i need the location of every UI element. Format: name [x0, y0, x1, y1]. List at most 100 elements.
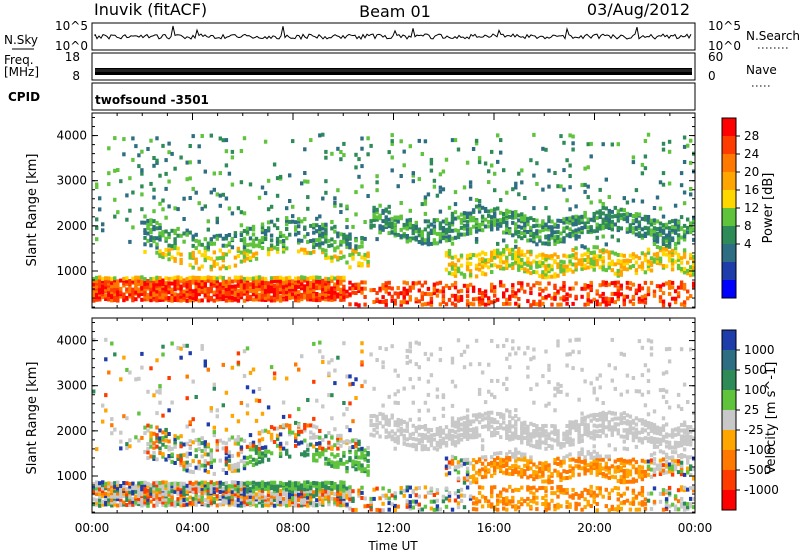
rti-cell: [655, 259, 660, 263]
rti-cell: [233, 438, 238, 443]
rti-cell: [275, 278, 280, 283]
rti-cell: [266, 228, 271, 233]
rti-cell: [625, 214, 630, 219]
rti-cell: [173, 246, 177, 251]
rti-cell: [330, 452, 334, 457]
rti-cell: [357, 488, 361, 493]
rti-cell: [574, 281, 578, 286]
rti-cell: [348, 491, 352, 496]
rti-cell: [643, 270, 648, 275]
rti-cell: [547, 254, 551, 259]
rti-cell: [173, 489, 177, 494]
rti-cell: [95, 225, 99, 230]
rti-cell: [640, 297, 645, 302]
rti-cell: [532, 470, 536, 474]
rti-cell: [285, 500, 289, 504]
rti-cell: [565, 216, 569, 221]
rti-cell: [131, 136, 135, 141]
rti-cell: [544, 264, 548, 269]
rti-cell: [610, 299, 614, 304]
rti-cell: [586, 294, 590, 299]
rti-cell: [432, 493, 437, 497]
rti-cell: [517, 213, 521, 218]
rti-cell: [517, 265, 521, 270]
rti-cell: [152, 491, 156, 496]
rti-cell: [426, 428, 431, 433]
rti-cell: [493, 263, 497, 268]
rti-cell: [547, 168, 551, 173]
rti-cell: [634, 288, 639, 293]
rti-cell: [155, 480, 159, 485]
rti-cell: [408, 238, 412, 243]
rti-cell: [242, 211, 247, 216]
rti-cell: [342, 488, 346, 493]
rti-cell: [462, 223, 467, 228]
rti-cell: [384, 289, 388, 294]
rti-cell: [646, 132, 651, 137]
rti-cell: [592, 255, 596, 260]
rti-cell: [610, 142, 614, 147]
rti-cell: [239, 445, 244, 450]
rti-cell: [658, 295, 663, 300]
rti-cell: [257, 446, 262, 451]
rti-cell: [179, 355, 183, 360]
rti-cell: [224, 138, 229, 143]
rti-cell: [318, 236, 322, 241]
rti-cell: [152, 156, 156, 160]
rti-cell: [508, 301, 512, 306]
rti-cell: [230, 495, 235, 499]
rti-cell: [272, 484, 277, 489]
rti-cell: [502, 168, 506, 173]
rti-cell: [218, 502, 222, 507]
rti-cell: [496, 426, 500, 430]
rti-cell: [342, 141, 346, 146]
rti-cell: [514, 414, 518, 418]
rti-cell: [447, 297, 452, 302]
rti-cell: [281, 290, 286, 295]
rti-cell: [221, 440, 225, 445]
rti-cell: [348, 456, 352, 461]
rti-cell: [251, 480, 256, 485]
rti-cell: [496, 206, 500, 211]
rti-cell: [278, 495, 283, 500]
rti-cell: [281, 400, 286, 405]
rti-cell: [529, 252, 533, 257]
rti-cell: [152, 276, 156, 281]
rti-cell: [113, 484, 117, 489]
rti-cell: [269, 285, 274, 290]
rti-cell: [143, 449, 147, 454]
rti-cell: [324, 495, 328, 499]
rti-cell: [390, 493, 394, 498]
rti-cell: [212, 283, 216, 288]
rti-cell: [306, 282, 310, 287]
rti-cell: [637, 231, 642, 236]
rti-cell: [291, 287, 295, 292]
rti-cell: [565, 296, 569, 301]
rti-cell: [375, 174, 379, 179]
rti-cell: [610, 214, 614, 219]
rti-cell: [149, 499, 153, 504]
rti-cell: [242, 486, 247, 491]
rti-cell: [477, 414, 482, 419]
rti-cell: [553, 259, 557, 264]
rti-cell: [269, 204, 274, 209]
rti-cell: [658, 180, 663, 185]
rti-cell: [291, 494, 295, 499]
rti-cell: [541, 288, 545, 293]
rti-cell: [227, 298, 232, 303]
rti-cell: [155, 433, 159, 438]
rti-cell: [450, 454, 455, 459]
rti-cell: [98, 287, 102, 292]
rti-cell: [417, 438, 421, 443]
rti-cell: [303, 287, 307, 292]
rti-cell: [643, 258, 648, 263]
rti-cell: [505, 356, 509, 361]
rti-cell: [354, 152, 358, 157]
rti-cell: [357, 289, 361, 293]
rti-cell: [227, 450, 232, 455]
rti-cell: [568, 207, 572, 212]
rti-cell: [125, 193, 129, 198]
rti-cell: [140, 207, 144, 212]
rti-cell: [354, 244, 358, 249]
rti-cell: [191, 496, 195, 501]
